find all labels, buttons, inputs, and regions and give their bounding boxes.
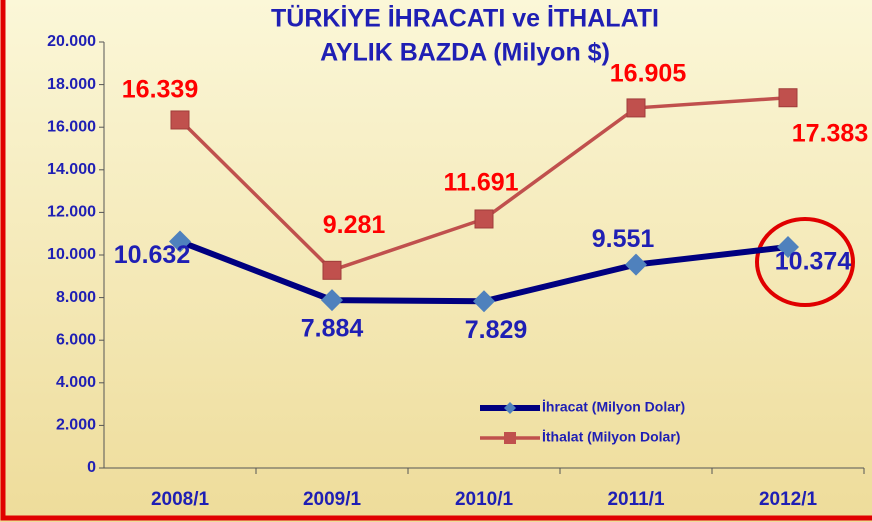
legend-marker (504, 402, 516, 414)
marker (169, 230, 191, 253)
legend-marker (504, 432, 516, 444)
y-tick-label: 8.000 (56, 289, 96, 306)
data-label: 10.632 (114, 241, 190, 269)
x-tick-label: 2012/1 (759, 489, 818, 510)
data-label: 7.829 (465, 316, 528, 344)
marker (322, 260, 342, 280)
marker (321, 289, 343, 312)
y-tick-label: 18.000 (47, 76, 96, 93)
data-label: 10.374 (775, 248, 852, 276)
chart-title: TÜRKİYE İHRACATI ve İTHALATI (271, 4, 659, 33)
y-tick-label: 14.000 (47, 161, 96, 178)
x-tick-label: 2010/1 (455, 489, 514, 510)
data-label: 17.383 (792, 119, 868, 147)
legend-label: İhracat (Milyon Dolar) (542, 399, 685, 415)
y-tick-label: 4.000 (56, 374, 96, 391)
marker (625, 253, 647, 276)
highlight-circle (755, 217, 855, 307)
x-tick-label: 2008/1 (151, 489, 210, 510)
y-tick-label: 12.000 (47, 204, 96, 221)
marker (170, 110, 190, 130)
marker (626, 98, 646, 118)
y-tick-label: 2.000 (56, 417, 96, 434)
data-label: 16.339 (122, 76, 198, 104)
chart-title: AYLIK BAZDA (Milyon $) (320, 39, 610, 67)
data-label: 9.551 (592, 225, 655, 253)
y-tick-label: 0 (87, 459, 96, 476)
y-tick-label: 20.000 (47, 33, 96, 50)
y-tick-label: 6.000 (56, 331, 96, 348)
y-tick-label: 10.000 (47, 246, 96, 263)
data-label: 7.884 (301, 315, 364, 343)
marker (778, 88, 798, 108)
marker (777, 236, 799, 259)
data-label: 16.905 (610, 60, 687, 88)
x-tick-label: 2011/1 (607, 489, 664, 510)
x-tick-label: 2009/1 (303, 489, 362, 510)
legend-label: İthalat (Milyon Dolar) (542, 429, 680, 445)
marker (474, 209, 494, 229)
data-label: 11.691 (443, 169, 518, 197)
marker (473, 290, 495, 313)
y-tick-label: 16.000 (47, 118, 96, 135)
data-label: 9.281 (323, 211, 386, 239)
